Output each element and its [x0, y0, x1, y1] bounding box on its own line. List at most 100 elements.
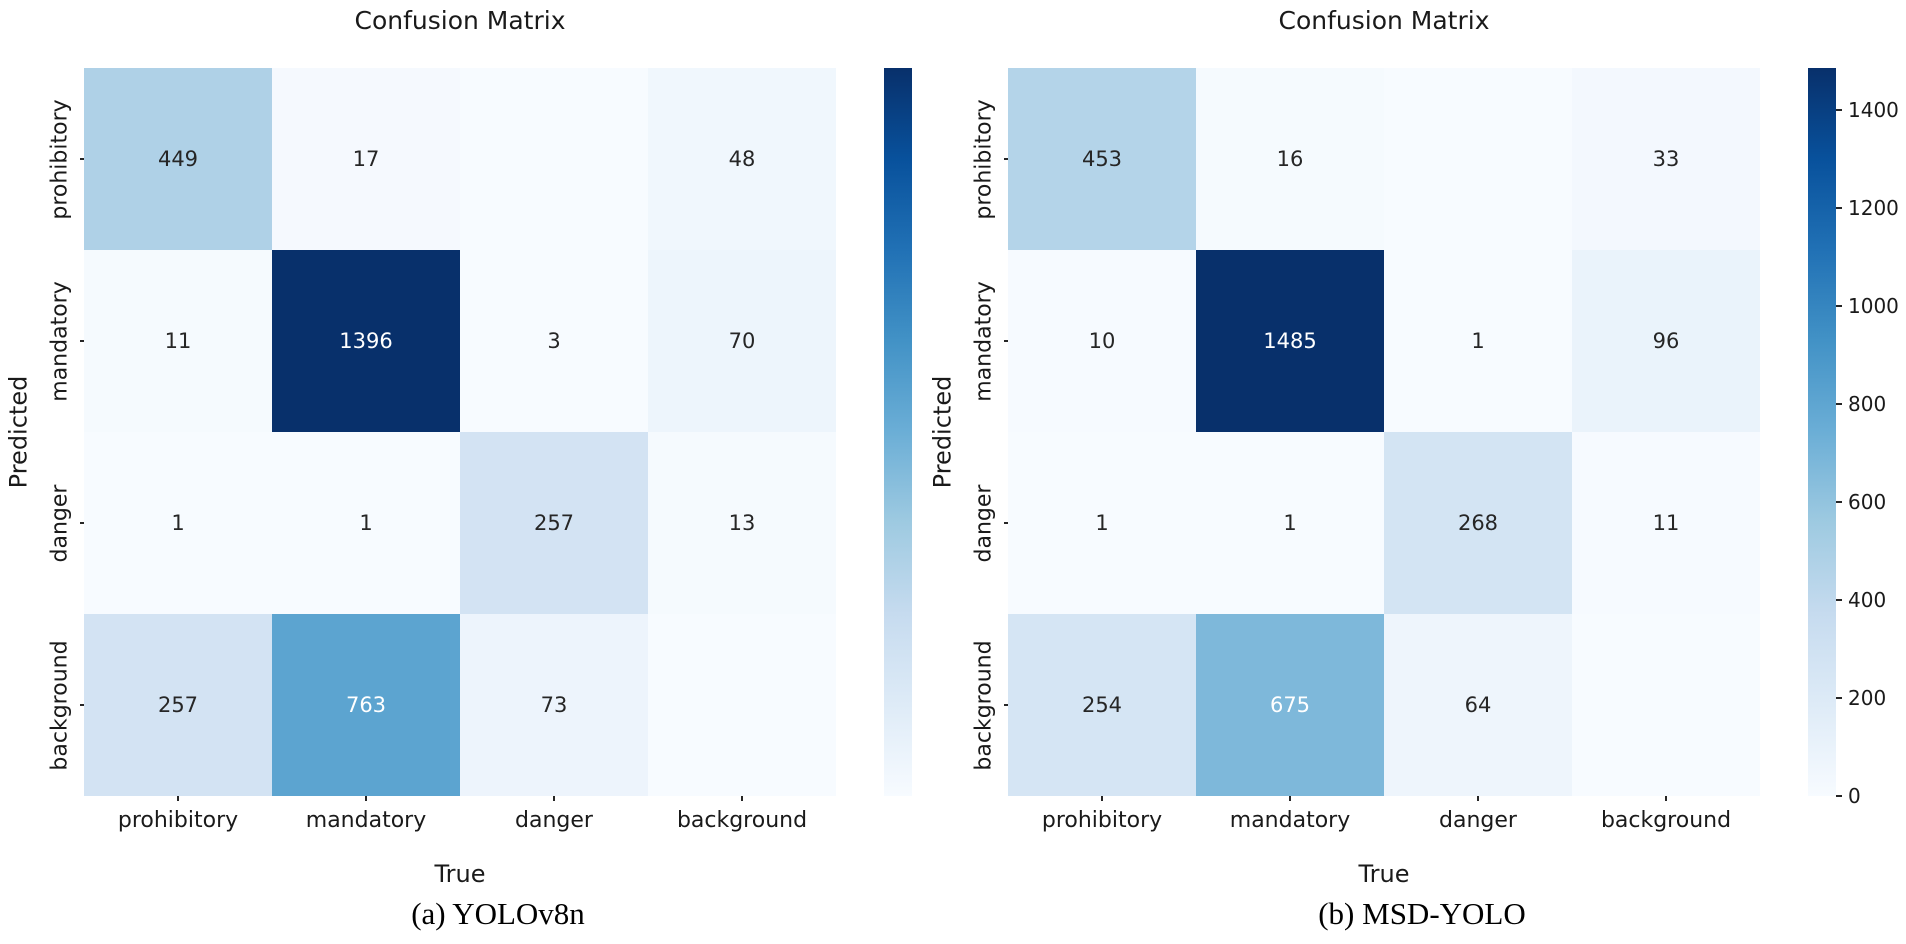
x-tick-mark [365, 796, 367, 801]
heatmap-cell: 70 [648, 250, 836, 432]
heatmap-cell: 3 [460, 250, 648, 432]
colorbar-tick-label: 600 [1848, 489, 1887, 514]
x-tick-mark [177, 796, 179, 801]
y-tick-text: mandatory [47, 280, 73, 402]
heatmap-cell: 48 [648, 68, 836, 250]
x-axis-ticks: prohibitory mandatory danger background [1008, 796, 1760, 842]
y-tick-label: prohibitory [46, 68, 74, 250]
confusion-matrix-panel-a: Confusion Matrix Predicted prohibitory ma… [2, 6, 912, 931]
y-axis-label-text: Predicted [4, 375, 33, 489]
y-tick-mark [1004, 522, 1009, 524]
heatmap-cell: 1 [1008, 432, 1196, 614]
y-tick-label: prohibitory [970, 68, 998, 250]
y-tick-text: prohibitory [971, 98, 997, 220]
confusion-matrix-panel-b: Confusion Matrix Predicted prohibitory ma… [924, 0, 1906, 944]
colorbar-tick-label: 800 [1848, 391, 1887, 416]
heatmap-cell: 13 [648, 432, 836, 614]
heatmap-cell: 1396 [272, 250, 460, 432]
y-axis-label: Predicted [2, 68, 34, 796]
chart-title: Confusion Matrix [354, 6, 566, 35]
x-axis-label: True [1358, 860, 1410, 888]
colorbar-tick-mark [1836, 598, 1842, 601]
heatmap-cell: 1 [1196, 432, 1384, 614]
heatmap-cell [460, 68, 648, 250]
y-axis-label: Predicted [926, 68, 958, 796]
heatmap-grid: 449 17 48 11 1396 3 70 1 1 257 13 257 763 73 [84, 68, 836, 796]
y-tick-text: prohibitory [47, 98, 73, 220]
x-tick-mark [741, 796, 743, 801]
y-axis-label-text: Predicted [928, 375, 957, 489]
y-tick-text: mandatory [971, 280, 997, 402]
y-tick-mark [80, 522, 85, 524]
x-tick-mark [1101, 796, 1103, 801]
y-tick-text: danger [47, 484, 73, 562]
heatmap-grid: 453 16 33 10 1485 1 96 1 1 268 11 254 675 64 [1008, 68, 1760, 796]
colorbar-ticks: 0 200 400 600 800 1000 1200 1400 [1836, 68, 1906, 808]
y-tick-mark [1004, 158, 1009, 160]
x-tick-label: prohibitory [117, 808, 239, 833]
y-axis-ticks: prohibitory mandatory danger background [968, 68, 1009, 796]
heatmap-cell: 33 [1572, 68, 1760, 250]
x-tick-mark [1665, 796, 1667, 801]
colorbar-tick-mark [1836, 304, 1842, 307]
y-tick-mark [80, 158, 85, 160]
y-tick-text: background [47, 639, 73, 771]
subfigure-caption-a: (a) YOLOv8n [411, 896, 585, 931]
y-axis-ticks: prohibitory mandatory danger background [44, 68, 85, 796]
y-tick-label: mandatory [46, 250, 74, 432]
heatmap-cell: 763 [272, 614, 460, 796]
y-tick-mark [1004, 704, 1009, 706]
heatmap-cell: 1 [84, 432, 272, 614]
heatmap-cell: 257 [460, 432, 648, 614]
y-tick-text: danger [971, 484, 997, 562]
x-tick-mark [1477, 796, 1479, 801]
colorbar-tick-mark [1836, 696, 1842, 699]
x-tick-label: danger [515, 808, 593, 833]
colorbar-tick-label: 1400 [1848, 97, 1899, 122]
y-tick-mark [1004, 340, 1009, 342]
x-tick-label: danger [1439, 808, 1517, 833]
x-tick-label: background [1600, 808, 1732, 833]
heatmap-cell: 257 [84, 614, 272, 796]
y-tick-label: danger [46, 432, 74, 614]
colorbar-gradient [884, 68, 912, 796]
colorbar-tick-label: 200 [1848, 685, 1887, 710]
x-tick-label: mandatory [1229, 808, 1351, 833]
x-axis-ticks: prohibitory mandatory danger background [84, 796, 836, 842]
colorbar-tick-mark [1836, 795, 1842, 797]
heatmap-cell: 64 [1384, 614, 1572, 796]
heatmap-cell: 1 [272, 432, 460, 614]
heatmap-cell: 449 [84, 68, 272, 250]
colorbar-gradient [1808, 68, 1836, 796]
colorbar-tick-label: 1200 [1848, 195, 1899, 220]
x-tick-label: background [676, 808, 808, 833]
heatmap-cell: 73 [460, 614, 648, 796]
y-tick-label: mandatory [970, 250, 998, 432]
colorbar-tick-label: 0 [1848, 784, 1861, 808]
heatmap-cell [1572, 614, 1760, 796]
heatmap-cell: 17 [272, 68, 460, 250]
y-tick-mark [80, 704, 85, 706]
heatmap-cell: 1 [1384, 250, 1572, 432]
colorbar-tick-label: 1000 [1848, 293, 1899, 318]
y-tick-text: background [971, 639, 997, 771]
colorbar-tick-mark [1836, 500, 1842, 503]
y-tick-mark [80, 340, 85, 342]
heatmap-cell: 96 [1572, 250, 1760, 432]
heatmap-cell [648, 614, 836, 796]
heatmap-cell: 268 [1384, 432, 1572, 614]
y-tick-label: background [46, 614, 74, 796]
heatmap-cell: 453 [1008, 68, 1196, 250]
heatmap-cell: 675 [1196, 614, 1384, 796]
heatmap-cell: 11 [1572, 432, 1760, 614]
heatmap-cell: 11 [84, 250, 272, 432]
colorbar-tick-mark [1836, 402, 1842, 405]
x-tick-label: prohibitory [1041, 808, 1163, 833]
colorbar-tick-mark [1836, 108, 1842, 111]
chart-title: Confusion Matrix [1278, 6, 1490, 35]
x-tick-label: mandatory [305, 808, 427, 833]
colorbar-tick-label: 400 [1848, 587, 1887, 612]
heatmap-cell: 10 [1008, 250, 1196, 432]
heatmap-cell [1384, 68, 1572, 250]
